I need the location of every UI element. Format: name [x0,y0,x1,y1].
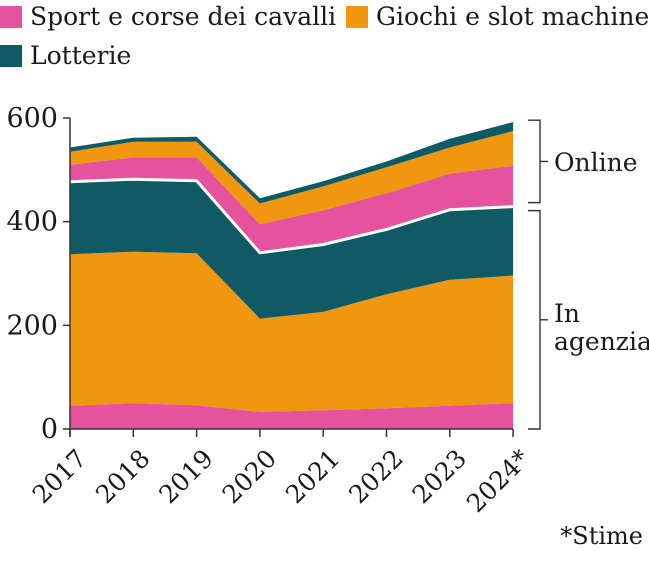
legend-label-sport: Sport e corse dei cavalli [30,2,337,31]
area-series-3 [70,157,514,253]
legend-item-sport: Sport e corse dei cavalli [0,2,336,31]
legend-swatch-giochi [346,5,368,28]
x-tick-label: 2019 [153,444,218,509]
area-series-0 [70,403,514,429]
footnote: *Stime [560,522,643,550]
legend: Sport e corse dei cavalli Giochi e slot … [0,0,649,80]
y-tick-label: 600 [6,103,58,134]
y-tick-label: 200 [6,310,58,341]
legend-item-giochi: Giochi e slot machine [346,2,649,31]
bracket-label-agenzia: agenzia [554,327,649,356]
x-tick-label: 2018 [90,444,155,509]
x-tick-label: 2020 [217,444,282,509]
legend-swatch-sport [0,5,22,28]
y-tick-label: 0 [41,414,58,445]
legend-label-lotterie: Lotterie [30,41,132,70]
bracket-label-online: Online [554,148,637,177]
x-tick-label: 2017 [27,444,92,509]
bracket-online [528,119,548,204]
x-tick-label: 2022 [343,444,408,509]
x-tick-label: 2021 [280,444,345,509]
area-series-1 [70,251,514,412]
bracket-label-in: In [554,299,580,328]
area-series-4 [70,131,514,225]
y-tick-label: 400 [6,207,58,238]
bracket-agency [528,209,548,430]
legend-item-lotterie: Lotterie [0,41,131,70]
legend-label-giochi: Giochi e slot machine [376,2,649,31]
legend-swatch-lotterie [0,44,22,67]
online-agency-separator [69,177,514,255]
x-tick-label: 2024* [461,443,536,518]
